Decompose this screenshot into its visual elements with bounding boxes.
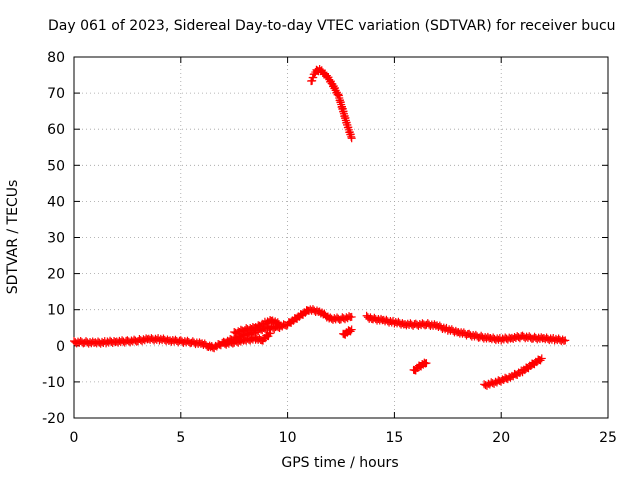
x-tick-label: 25 (599, 430, 617, 446)
series-upper-spread (230, 316, 284, 338)
x-tick-label: 10 (279, 430, 297, 446)
series-markers (219, 329, 275, 349)
chart-title: Day 061 of 2023, Sidereal Day-to-day VTE… (48, 18, 616, 34)
y-tick-label: 0 (56, 339, 65, 355)
x-tick-label: 0 (70, 430, 79, 446)
series-markers (362, 311, 570, 346)
y-tick-label: 30 (47, 231, 65, 247)
y-axis-ticks: -20 -10 0 10 20 30 40 50 60 70 80 (42, 50, 608, 427)
series-markers (339, 325, 356, 339)
y-tick-label: 50 (47, 158, 65, 174)
y-axis-label: SDTVAR / TECUs (5, 179, 21, 295)
series-negative-segment-2 (480, 354, 546, 390)
y-tick-label: -10 (42, 375, 65, 391)
series-markers (480, 354, 546, 390)
y-tick-label: -20 (42, 411, 65, 427)
series-markers (307, 65, 356, 143)
series-main-trace (70, 305, 356, 353)
x-tick-label: 5 (176, 430, 185, 446)
series-negative-segment-1 (409, 358, 431, 375)
y-tick-label: 80 (47, 50, 65, 66)
series-markers (230, 316, 284, 338)
series-markers (70, 305, 356, 353)
y-tick-label: 40 (47, 194, 65, 210)
y-tick-label: 60 (47, 122, 65, 138)
series-evening-trace (362, 311, 570, 346)
series-lower-spread (219, 329, 275, 349)
x-tick-label: 20 (492, 430, 510, 446)
y-tick-label: 20 (47, 267, 65, 283)
x-axis-ticks: 0 5 10 15 20 25 (70, 57, 617, 446)
y-tick-label: 10 (47, 303, 65, 319)
x-tick-label: 15 (385, 430, 403, 446)
grid-lines (74, 57, 608, 418)
series-small-segment (339, 325, 356, 339)
series-markers (409, 358, 431, 375)
data-series (70, 65, 570, 390)
series-high-arc (307, 65, 356, 143)
y-tick-label: 70 (47, 86, 65, 102)
x-axis-label: GPS time / hours (281, 455, 399, 471)
